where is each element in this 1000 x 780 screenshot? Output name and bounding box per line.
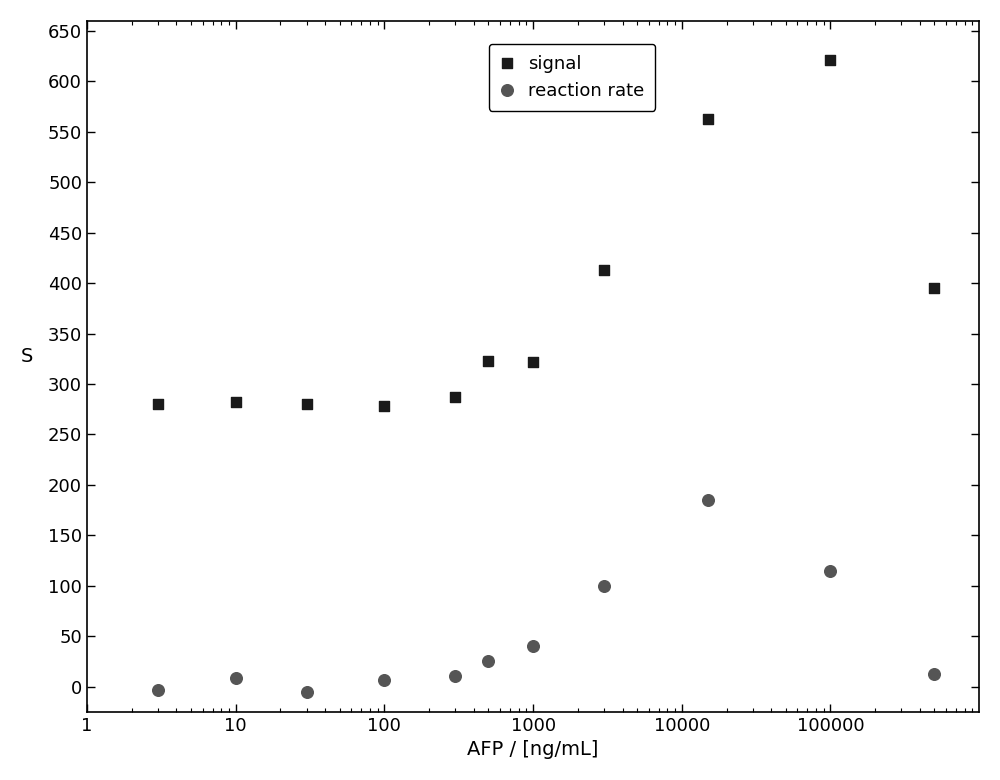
reaction rate bbox=[150, 683, 166, 696]
signal bbox=[525, 356, 541, 368]
signal bbox=[822, 54, 838, 66]
signal bbox=[447, 391, 463, 403]
signal bbox=[228, 396, 244, 409]
signal bbox=[926, 282, 942, 294]
Y-axis label: S: S bbox=[21, 347, 33, 367]
reaction rate bbox=[822, 564, 838, 576]
reaction rate bbox=[596, 580, 612, 592]
signal bbox=[299, 398, 315, 410]
reaction rate bbox=[299, 686, 315, 698]
signal bbox=[596, 264, 612, 276]
signal bbox=[150, 398, 166, 410]
X-axis label: AFP / [ng/mL]: AFP / [ng/mL] bbox=[467, 740, 599, 759]
reaction rate bbox=[525, 640, 541, 652]
signal bbox=[376, 400, 392, 413]
reaction rate bbox=[228, 672, 244, 685]
Legend: signal, reaction rate: signal, reaction rate bbox=[489, 44, 655, 111]
reaction rate bbox=[926, 668, 942, 681]
signal bbox=[480, 354, 496, 367]
reaction rate bbox=[376, 674, 392, 686]
reaction rate bbox=[480, 655, 496, 668]
reaction rate bbox=[447, 670, 463, 682]
reaction rate bbox=[700, 494, 716, 506]
signal bbox=[700, 112, 716, 125]
